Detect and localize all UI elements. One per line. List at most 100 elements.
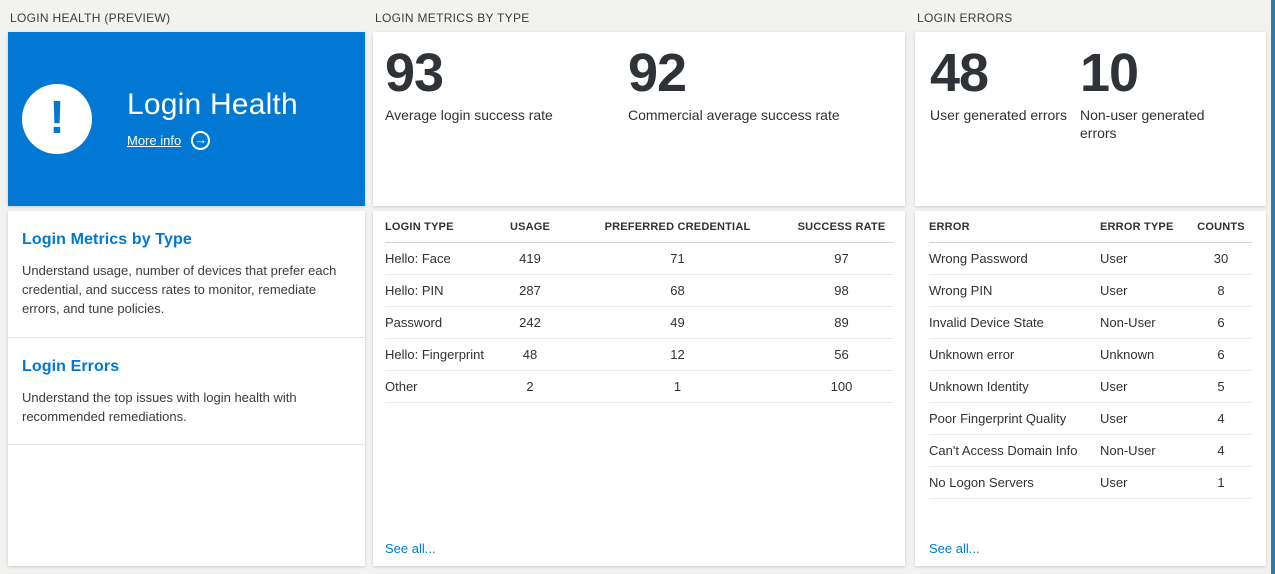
login-metrics-table-card: LOGIN TYPE USAGE PREFERRED CREDENTIAL SU… bbox=[373, 211, 905, 566]
table-cell: 89 bbox=[790, 306, 893, 339]
table-cell: Hello: PIN bbox=[385, 274, 495, 307]
stat-user-errors: 48 User generated errors bbox=[915, 43, 1080, 142]
table-cell: User bbox=[1100, 274, 1190, 307]
table-row[interactable]: Other 2 1 100 bbox=[385, 370, 893, 403]
table-cell: 8 bbox=[1190, 274, 1252, 307]
login-health-tile[interactable]: ! Login Health More info → bbox=[8, 32, 365, 206]
table-cell: User bbox=[1100, 242, 1190, 275]
nav-item-description: Understand the top issues with login hea… bbox=[22, 389, 297, 424]
nav-item-title: Login Metrics by Type bbox=[22, 231, 192, 248]
table-cell: Invalid Device State bbox=[929, 306, 1100, 339]
table-row[interactable]: Unknown Identity User 5 bbox=[929, 370, 1252, 403]
table-cell: 71 bbox=[565, 242, 790, 275]
table-cell: 4 bbox=[1190, 434, 1252, 467]
column-header-success-rate: SUCCESS RATE bbox=[790, 211, 893, 243]
table-cell: 30 bbox=[1190, 242, 1252, 275]
table-cell: Wrong PIN bbox=[929, 274, 1100, 307]
table-row[interactable]: Invalid Device State Non-User 6 bbox=[929, 306, 1252, 339]
table-cell: 6 bbox=[1190, 306, 1252, 339]
stat-label: Commercial average success rate bbox=[628, 107, 840, 124]
table-cell: Unknown error bbox=[929, 338, 1100, 371]
stat-non-user-errors: 10 Non-user generated errors bbox=[1080, 43, 1225, 142]
table-cell: 4 bbox=[1190, 402, 1252, 435]
table-cell: 6 bbox=[1190, 338, 1252, 371]
table-cell: User bbox=[1100, 370, 1190, 403]
stat-commercial-success-rate: 92 Commercial average success rate bbox=[628, 43, 888, 124]
table-cell: 68 bbox=[565, 274, 790, 307]
table-row[interactable]: Hello: Fingerprint 48 12 56 bbox=[385, 338, 893, 371]
column-header-usage: USAGE bbox=[495, 211, 565, 243]
column-header-error-type: ERROR TYPE bbox=[1100, 211, 1190, 243]
login-metrics-stats-card: 93 Average login success rate 92 Commerc… bbox=[373, 32, 905, 206]
table-row[interactable]: No Logon Servers User 1 bbox=[929, 466, 1252, 499]
login-health-nav-card: Login Metrics by Type Understand usage, … bbox=[8, 211, 365, 566]
see-all-link[interactable]: See all... bbox=[385, 541, 436, 556]
stat-label: User generated errors bbox=[930, 107, 1067, 124]
table-cell: Hello: Face bbox=[385, 242, 495, 275]
stats-row: 48 User generated errors 10 Non-user gen… bbox=[915, 32, 1266, 142]
table-row[interactable]: Unknown error Unknown 6 bbox=[929, 338, 1252, 371]
table-cell: Unknown Identity bbox=[929, 370, 1100, 403]
stat-label: Average login success rate bbox=[385, 107, 553, 124]
table-cell: Non-User bbox=[1100, 434, 1190, 467]
login-errors-stats-card: 48 User generated errors 10 Non-user gen… bbox=[915, 32, 1266, 206]
table-cell: Password bbox=[385, 306, 495, 339]
nav-item-login-errors[interactable]: Login Errors Understand the top issues w… bbox=[8, 338, 365, 446]
tile-title: Login Health bbox=[127, 88, 298, 121]
stats-row: 93 Average login success rate 92 Commerc… bbox=[373, 32, 905, 124]
table-cell: 1 bbox=[1190, 466, 1252, 499]
column-header-login-type: LOGIN TYPE bbox=[385, 211, 495, 243]
login-metrics-section-header: LOGIN METRICS BY TYPE bbox=[375, 11, 530, 25]
see-all-link[interactable]: See all... bbox=[929, 541, 980, 556]
login-health-column: LOGIN HEALTH (PREVIEW) ! Login Health Mo… bbox=[8, 0, 365, 574]
table-cell: 97 bbox=[790, 242, 893, 275]
table-cell: Other bbox=[385, 370, 495, 403]
stat-value: 48 bbox=[930, 43, 989, 103]
table-cell: 5 bbox=[1190, 370, 1252, 403]
table-row[interactable]: Password 242 49 89 bbox=[385, 306, 893, 339]
login-errors-table-card: ERROR ERROR TYPE COUNTS Wrong Password Us… bbox=[915, 211, 1266, 566]
table-cell: Hello: Fingerprint bbox=[385, 338, 495, 371]
tile-body: Login Health More info → bbox=[127, 88, 298, 150]
table-row[interactable]: Poor Fingerprint Quality User 4 bbox=[929, 402, 1252, 435]
table-cell: 100 bbox=[790, 370, 893, 403]
stat-label: Non-user generated errors bbox=[1080, 107, 1205, 142]
login-errors-section-header: LOGIN ERRORS bbox=[917, 11, 1013, 25]
table-cell: Non-User bbox=[1100, 306, 1190, 339]
blade-edge-divider bbox=[1271, 0, 1275, 574]
table-row[interactable]: Hello: PIN 287 68 98 bbox=[385, 274, 893, 307]
column-header-preferred-credential: PREFERRED CREDENTIAL bbox=[565, 211, 790, 243]
column-header-counts: COUNTS bbox=[1190, 211, 1252, 243]
table-row[interactable]: Can't Access Domain Info Non-User 4 bbox=[929, 434, 1252, 467]
login-metrics-table: LOGIN TYPE USAGE PREFERRED CREDENTIAL SU… bbox=[385, 211, 893, 403]
stat-average-success-rate: 93 Average login success rate bbox=[373, 43, 628, 124]
table-cell: 242 bbox=[495, 306, 565, 339]
stat-value: 10 bbox=[1080, 43, 1139, 103]
more-info-row: More info → bbox=[127, 131, 298, 150]
table-cell: User bbox=[1100, 466, 1190, 499]
arrow-right-circle-icon[interactable]: → bbox=[191, 131, 211, 150]
table-row[interactable]: Hello: Face 419 71 97 bbox=[385, 242, 893, 275]
nav-item-title: Login Errors bbox=[22, 357, 120, 375]
table-cell: 98 bbox=[790, 274, 893, 307]
table-cell: 12 bbox=[565, 338, 790, 371]
table-cell: No Logon Servers bbox=[929, 466, 1100, 499]
table-cell: 287 bbox=[495, 274, 565, 307]
table-cell: Wrong Password bbox=[929, 242, 1100, 275]
table-cell: 48 bbox=[495, 338, 565, 371]
more-info-link[interactable]: More info bbox=[127, 133, 182, 148]
table-cell: 2 bbox=[495, 370, 565, 403]
table-row[interactable]: Wrong PIN User 8 bbox=[929, 274, 1252, 307]
table-cell: 419 bbox=[495, 242, 565, 275]
login-metrics-column: LOGIN METRICS BY TYPE 93 Average login s… bbox=[373, 0, 905, 574]
table-cell: Poor Fingerprint Quality bbox=[929, 402, 1100, 435]
table-header-row: LOGIN TYPE USAGE PREFERRED CREDENTIAL SU… bbox=[385, 211, 893, 243]
table-cell: 1 bbox=[565, 370, 790, 403]
table-row[interactable]: Wrong Password User 30 bbox=[929, 242, 1252, 275]
stat-value: 92 bbox=[628, 43, 687, 103]
login-errors-table: ERROR ERROR TYPE COUNTS Wrong Password Us… bbox=[929, 211, 1252, 499]
stat-value: 93 bbox=[385, 43, 444, 103]
table-cell: Unknown bbox=[1100, 338, 1190, 371]
nav-item-login-metrics-by-type[interactable]: Login Metrics by Type Understand usage, … bbox=[8, 211, 365, 338]
exclamation-icon: ! bbox=[22, 84, 92, 154]
